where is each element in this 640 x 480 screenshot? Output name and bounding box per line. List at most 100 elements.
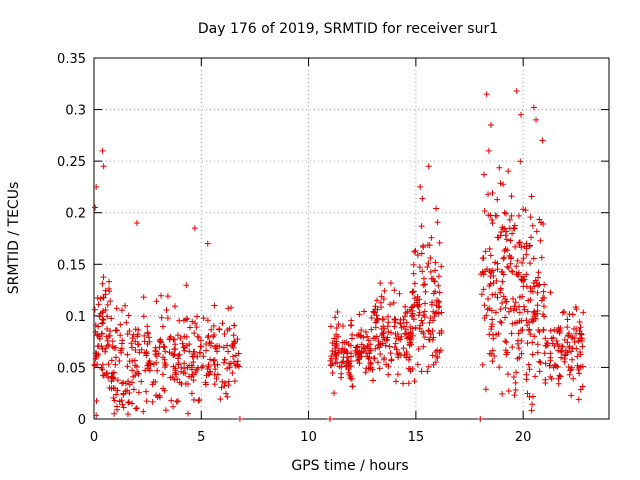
data-point xyxy=(513,88,520,95)
data-point xyxy=(547,289,554,296)
data-point xyxy=(195,397,202,404)
data-point xyxy=(205,371,212,378)
data-point xyxy=(104,326,111,333)
data-point xyxy=(211,331,218,338)
data-point xyxy=(438,329,445,336)
data-point xyxy=(193,324,200,331)
data-point xyxy=(141,332,148,339)
data-point xyxy=(385,328,392,335)
data-point xyxy=(418,223,425,230)
data-point xyxy=(482,248,489,255)
data-point xyxy=(383,361,390,368)
data-point xyxy=(125,399,132,406)
data-point xyxy=(354,343,361,350)
data-point xyxy=(117,321,124,328)
data-point xyxy=(333,325,340,332)
data-point xyxy=(525,327,532,334)
grid xyxy=(94,58,609,419)
data-point xyxy=(100,163,107,170)
data-point xyxy=(107,298,114,305)
data-point xyxy=(188,366,195,373)
data-point xyxy=(368,314,375,321)
data-point xyxy=(132,326,139,333)
y-tick-label: 0.3 xyxy=(65,104,86,119)
data-point xyxy=(354,357,361,364)
data-point xyxy=(206,370,213,377)
data-point xyxy=(100,274,107,281)
data-point xyxy=(577,324,584,331)
data-point xyxy=(124,351,131,358)
data-point xyxy=(392,316,399,323)
data-point xyxy=(181,333,188,340)
data-point xyxy=(502,296,509,303)
data-point xyxy=(538,254,545,261)
data-point xyxy=(371,309,378,316)
data-point xyxy=(512,243,519,250)
data-point xyxy=(222,390,229,397)
data-point xyxy=(579,343,586,350)
data-point xyxy=(124,330,131,337)
data-point xyxy=(345,366,352,373)
data-point xyxy=(212,366,219,373)
data-point xyxy=(431,313,438,320)
data-point xyxy=(204,334,211,341)
data-point xyxy=(226,360,233,367)
data-point xyxy=(219,320,226,327)
data-point xyxy=(105,285,112,292)
data-point xyxy=(568,348,575,355)
data-point xyxy=(487,273,494,280)
data-point xyxy=(197,337,204,344)
data-point xyxy=(529,318,536,325)
data-point xyxy=(521,306,528,313)
data-point xyxy=(402,309,409,316)
data-point xyxy=(531,283,538,290)
data-point xyxy=(505,168,512,175)
data-point xyxy=(129,400,136,407)
data-point xyxy=(132,338,139,345)
data-point xyxy=(521,276,528,283)
data-point xyxy=(391,287,398,294)
data-point xyxy=(538,297,545,304)
data-point xyxy=(535,282,542,289)
data-point xyxy=(554,328,561,335)
data-point xyxy=(370,309,377,316)
data-point xyxy=(485,147,492,154)
data-point xyxy=(503,236,510,243)
data-point xyxy=(489,220,496,227)
data-point xyxy=(523,371,530,378)
data-point xyxy=(334,308,341,315)
data-point xyxy=(501,209,508,216)
data-point xyxy=(505,388,512,395)
data-point xyxy=(526,243,533,250)
data-point xyxy=(348,375,355,382)
data-point xyxy=(512,299,519,306)
data-point xyxy=(481,171,488,178)
data-point xyxy=(108,357,115,364)
data-point xyxy=(538,219,545,226)
data-point xyxy=(520,206,527,213)
data-point xyxy=(100,294,107,301)
data-point xyxy=(411,295,418,302)
data-point xyxy=(231,359,238,366)
data-point xyxy=(166,335,173,342)
data-point xyxy=(373,312,380,319)
data-point xyxy=(492,259,499,266)
data-point xyxy=(369,366,376,373)
data-point xyxy=(108,378,115,385)
data-point xyxy=(536,358,543,365)
data-point xyxy=(93,353,100,360)
data-point xyxy=(434,219,441,226)
data-point xyxy=(535,269,542,276)
data-point xyxy=(438,309,445,316)
data-point xyxy=(120,391,127,398)
data-point xyxy=(147,360,154,367)
data-point xyxy=(145,330,152,337)
data-point xyxy=(406,341,413,348)
data-point xyxy=(149,398,156,405)
data-point xyxy=(100,316,107,323)
data-point xyxy=(518,244,525,251)
data-point xyxy=(427,268,434,275)
data-point xyxy=(356,354,363,361)
data-point xyxy=(577,363,584,370)
data-point xyxy=(411,248,418,255)
